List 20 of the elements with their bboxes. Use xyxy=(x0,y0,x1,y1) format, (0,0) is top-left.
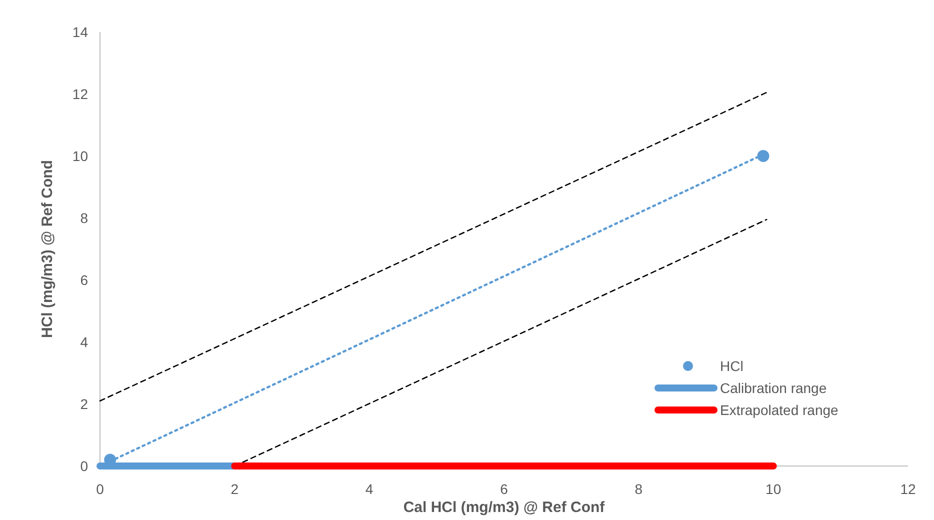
x-axis-title: Cal HCl (mg/m3) @ Ref Conf xyxy=(403,499,606,516)
y-tick-label: 2 xyxy=(80,396,88,412)
legend-label: HCl xyxy=(720,358,744,374)
x-tick-label: 12 xyxy=(900,481,916,497)
x-tick-label: 6 xyxy=(500,481,508,497)
y-tick-label: 12 xyxy=(72,86,88,102)
x-tick-label: 0 xyxy=(96,481,104,497)
y-tick-label: 4 xyxy=(80,334,88,350)
y-tick-label: 8 xyxy=(80,210,88,226)
y-axis-title: HCl (mg/m3) @ Ref Cond xyxy=(39,160,56,338)
legend-label: Calibration range xyxy=(720,380,827,396)
legend-label: Extrapolated range xyxy=(720,402,839,418)
y-tick-label: 6 xyxy=(80,272,88,288)
x-tick-label: 4 xyxy=(365,481,374,497)
y-tick-label: 10 xyxy=(72,148,88,164)
y-tick-label: 14 xyxy=(72,24,88,40)
x-tick-label: 2 xyxy=(230,481,239,497)
x-tick-label: 8 xyxy=(634,481,643,497)
x-tick-label: 10 xyxy=(766,481,782,497)
y-tick-label: 0 xyxy=(80,458,88,474)
